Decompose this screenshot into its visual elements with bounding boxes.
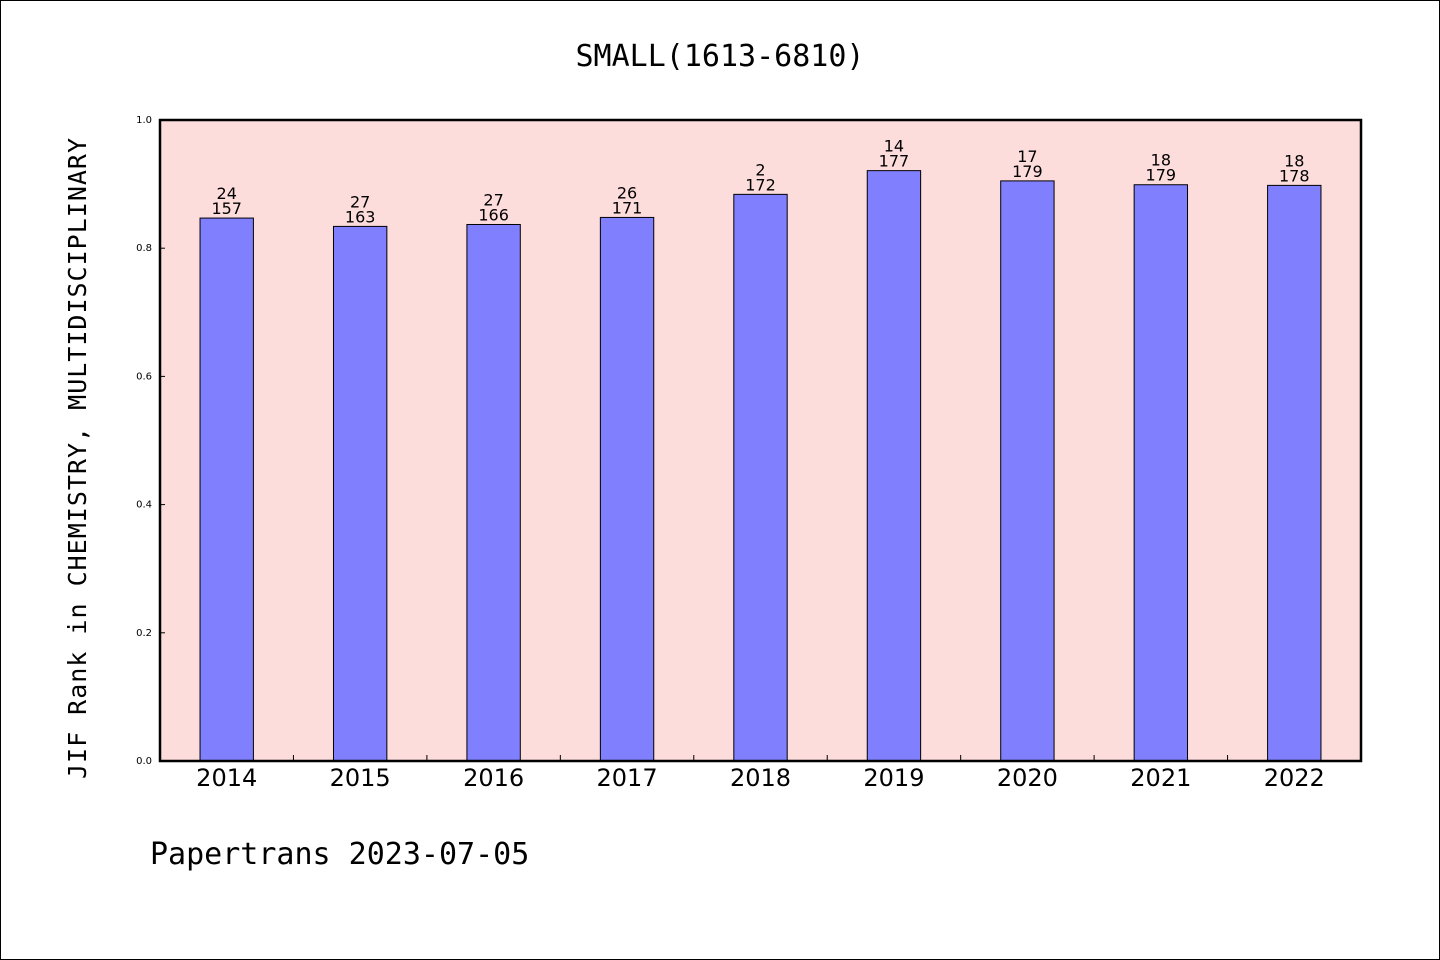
- x-tick-label-2015: 2015: [330, 764, 391, 792]
- x-tick-label-2014: 2014: [196, 764, 257, 792]
- y-tick-label: 0.4: [136, 500, 152, 511]
- y-tick-label: 0.2: [136, 628, 152, 639]
- x-tick-label-2021: 2021: [1130, 764, 1191, 792]
- x-tick-label-2020: 2020: [997, 764, 1058, 792]
- footer-stamp: Papertrans 2023-07-05: [150, 837, 529, 872]
- bar-2017: [599, 216, 655, 762]
- rank-label-2015: 27: [350, 192, 370, 211]
- rank-label-2016: 27: [483, 190, 503, 209]
- total-label-2019: 177: [879, 152, 910, 171]
- x-tick-label-2022: 2022: [1264, 764, 1325, 792]
- total-label-2016: 166: [478, 205, 509, 224]
- total-label-2017: 171: [612, 198, 643, 217]
- rank-label-2018: 2: [755, 160, 765, 179]
- x-tick-label-2019: 2019: [863, 764, 924, 792]
- total-label-2020: 179: [1012, 162, 1043, 181]
- total-label-2018: 172: [745, 175, 776, 194]
- bar-2019: [866, 170, 922, 762]
- y-tick-label: 0.0: [136, 756, 152, 767]
- total-label-2022: 178: [1279, 166, 1310, 185]
- bar-2021: [1133, 184, 1189, 762]
- rank-label-2022: 18: [1284, 151, 1304, 170]
- x-tick-label-2017: 2017: [597, 764, 658, 792]
- bar-2016: [466, 223, 521, 762]
- x-axis: 2014 2015 2016 2017 2018 2019 2020 2021 2022: [196, 755, 1325, 792]
- total-label-2015: 163: [345, 207, 376, 226]
- rank-label-2014: 24: [217, 184, 237, 203]
- chart-title: SMALL(1613-6810): [576, 39, 865, 74]
- bar-2020: [1000, 180, 1055, 762]
- plot-border: [158, 118, 1363, 763]
- total-label-2014: 157: [211, 199, 242, 218]
- bar-2018: [733, 193, 788, 762]
- rank-label-2020: 17: [1017, 147, 1037, 166]
- y-tick-label: 0.6: [136, 371, 152, 382]
- x-tick-label-2016: 2016: [463, 764, 524, 792]
- bar-2014: [199, 217, 254, 762]
- rank-label-2017: 26: [617, 183, 637, 202]
- y-tick-label: 1.0: [136, 115, 152, 126]
- bars-layer: [199, 170, 1322, 762]
- total-label-2021: 179: [1146, 166, 1177, 185]
- rank-label-2019: 14: [884, 137, 904, 156]
- y-axis-label: JIF Rank in CHEMISTRY, MULTIDISCIPLINARY: [63, 137, 92, 779]
- bar-2022: [1267, 184, 1322, 762]
- bar-2015: [332, 225, 388, 762]
- x-tick-label-2018: 2018: [730, 764, 791, 792]
- y-tick-label: 0.8: [136, 243, 152, 254]
- rank-label-2021: 18: [1151, 151, 1171, 170]
